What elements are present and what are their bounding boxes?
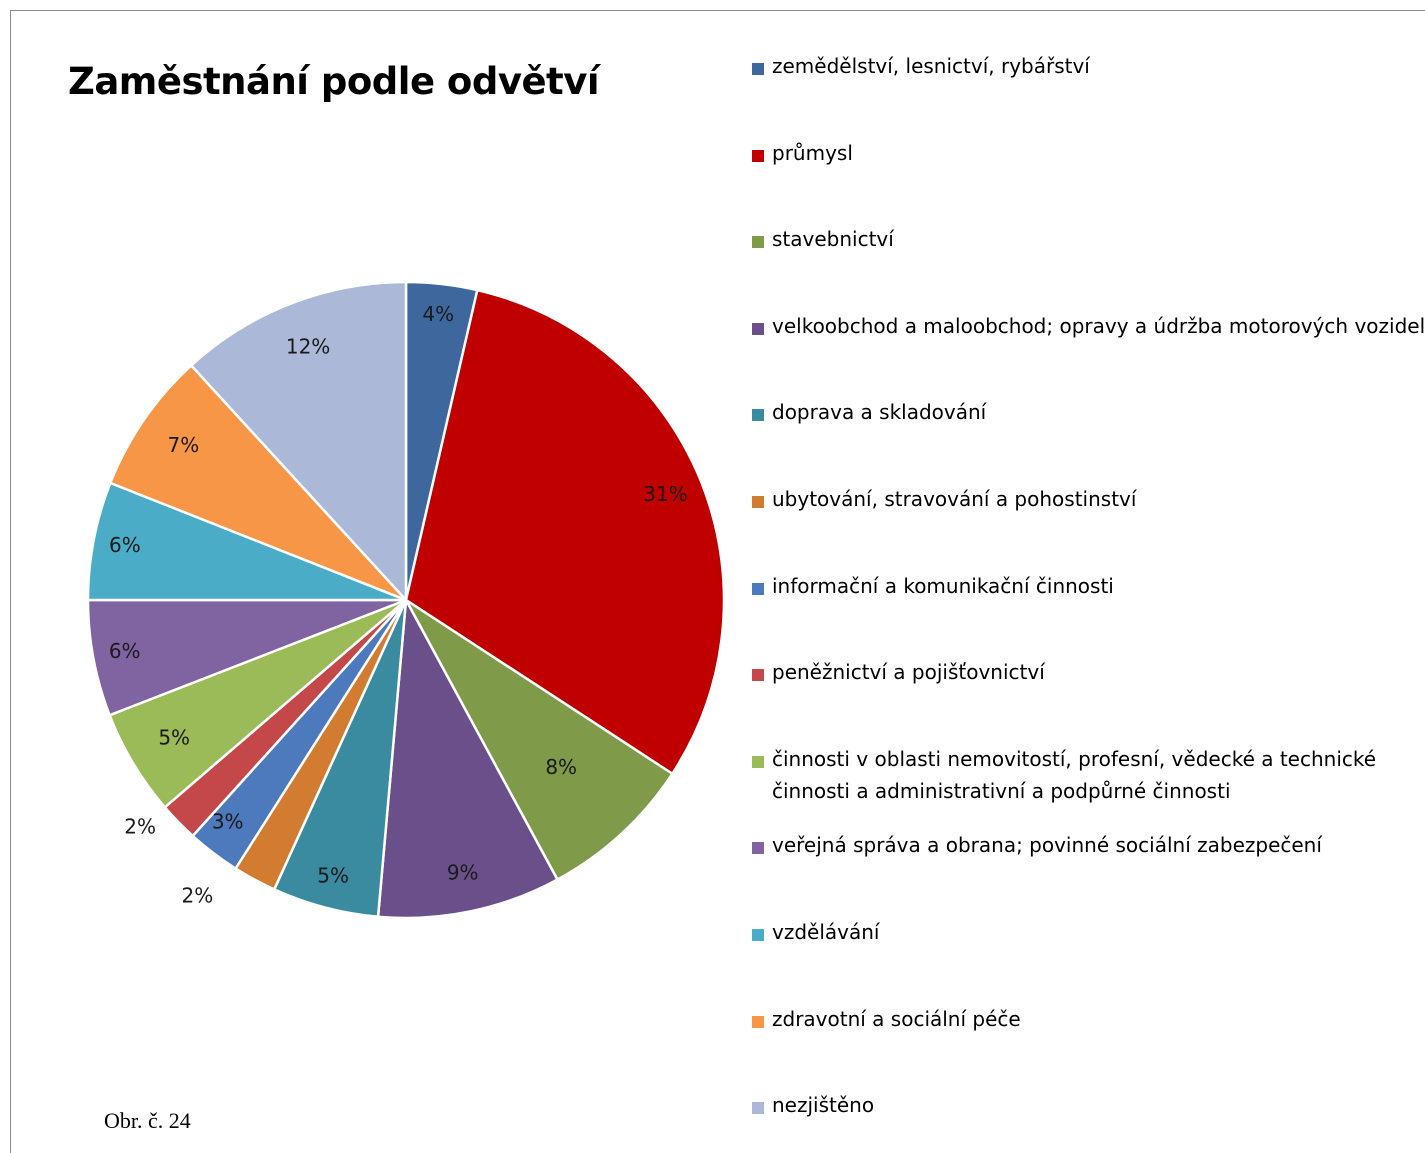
legend-swatch	[752, 1015, 764, 1028]
legend-swatch	[752, 496, 764, 508]
pie-slice	[404, 598, 675, 882]
slice-data-label: 5%	[158, 726, 190, 750]
legend-swatch	[752, 1102, 764, 1115]
legend-swatch	[752, 755, 764, 768]
slice-data-label: 7%	[168, 433, 200, 457]
chart-title: Zaměstnání podle odvětví	[68, 60, 600, 103]
pie-slice	[189, 280, 408, 604]
legend-label: veřejná správa a obrana; povinné sociáln…	[772, 833, 1322, 858]
frame-border-top	[10, 10, 1425, 11]
slice-data-label: 2%	[182, 884, 214, 908]
legend-label: nezjištěno	[772, 1093, 875, 1118]
legend-swatch	[752, 63, 764, 75]
legend-label: informační a komunikační činnosti	[772, 573, 1114, 598]
slice-data-label: 6%	[109, 639, 141, 663]
legend-swatch	[752, 409, 764, 422]
legend-swatch	[752, 842, 764, 855]
frame-border-left	[10, 10, 11, 1153]
slice-data-label: 6%	[109, 533, 141, 557]
legend-label: velkoobchod a maloobchod; opravy a údržb…	[772, 313, 1425, 338]
legend-swatch	[752, 582, 764, 595]
pie-slice	[376, 595, 560, 920]
legend-label: průmysl	[772, 140, 853, 165]
legend-label: doprava a skladování	[772, 400, 987, 425]
pie-slice	[404, 288, 726, 776]
legend-label: vzdělávání	[772, 920, 880, 944]
slice-data-label: 5%	[317, 863, 349, 887]
slice-data-label: 31%	[643, 482, 687, 506]
legend-swatch	[752, 322, 764, 335]
legend-label: zdravotní a sociální péče	[772, 1006, 1021, 1031]
legend-swatch	[752, 929, 764, 941]
slice-data-label: 9%	[447, 861, 479, 885]
legend-label: peněžnictví a pojišťovnictví	[772, 660, 1045, 685]
legend-label: zemědělství, lesnictví, rybářství	[772, 54, 1090, 78]
legend-swatch	[752, 149, 764, 162]
slice-data-label: 2%	[124, 814, 156, 838]
figure-caption: Obr. č. 24	[104, 1108, 191, 1133]
legend-label: činnosti v oblasti nemovitostí, profesní…	[772, 746, 1377, 803]
slice-data-label: 8%	[545, 755, 577, 779]
pie-slice	[108, 363, 407, 602]
legend-swatch	[752, 236, 764, 249]
slice-data-label: 12%	[286, 335, 330, 359]
pie-slice	[86, 481, 407, 602]
legend-swatch	[752, 669, 764, 682]
slice-data-label: 4%	[422, 302, 454, 326]
slice-data-label: 3%	[212, 809, 244, 833]
pie-chart: 4% 31% 8% 9% 5% 2% 3% 2% 5% 6% 6% 7% 12%	[86, 280, 726, 920]
legend-label: ubytování, stravování a pohostinství	[772, 487, 1137, 511]
legend-label: stavebnictví	[772, 227, 894, 252]
